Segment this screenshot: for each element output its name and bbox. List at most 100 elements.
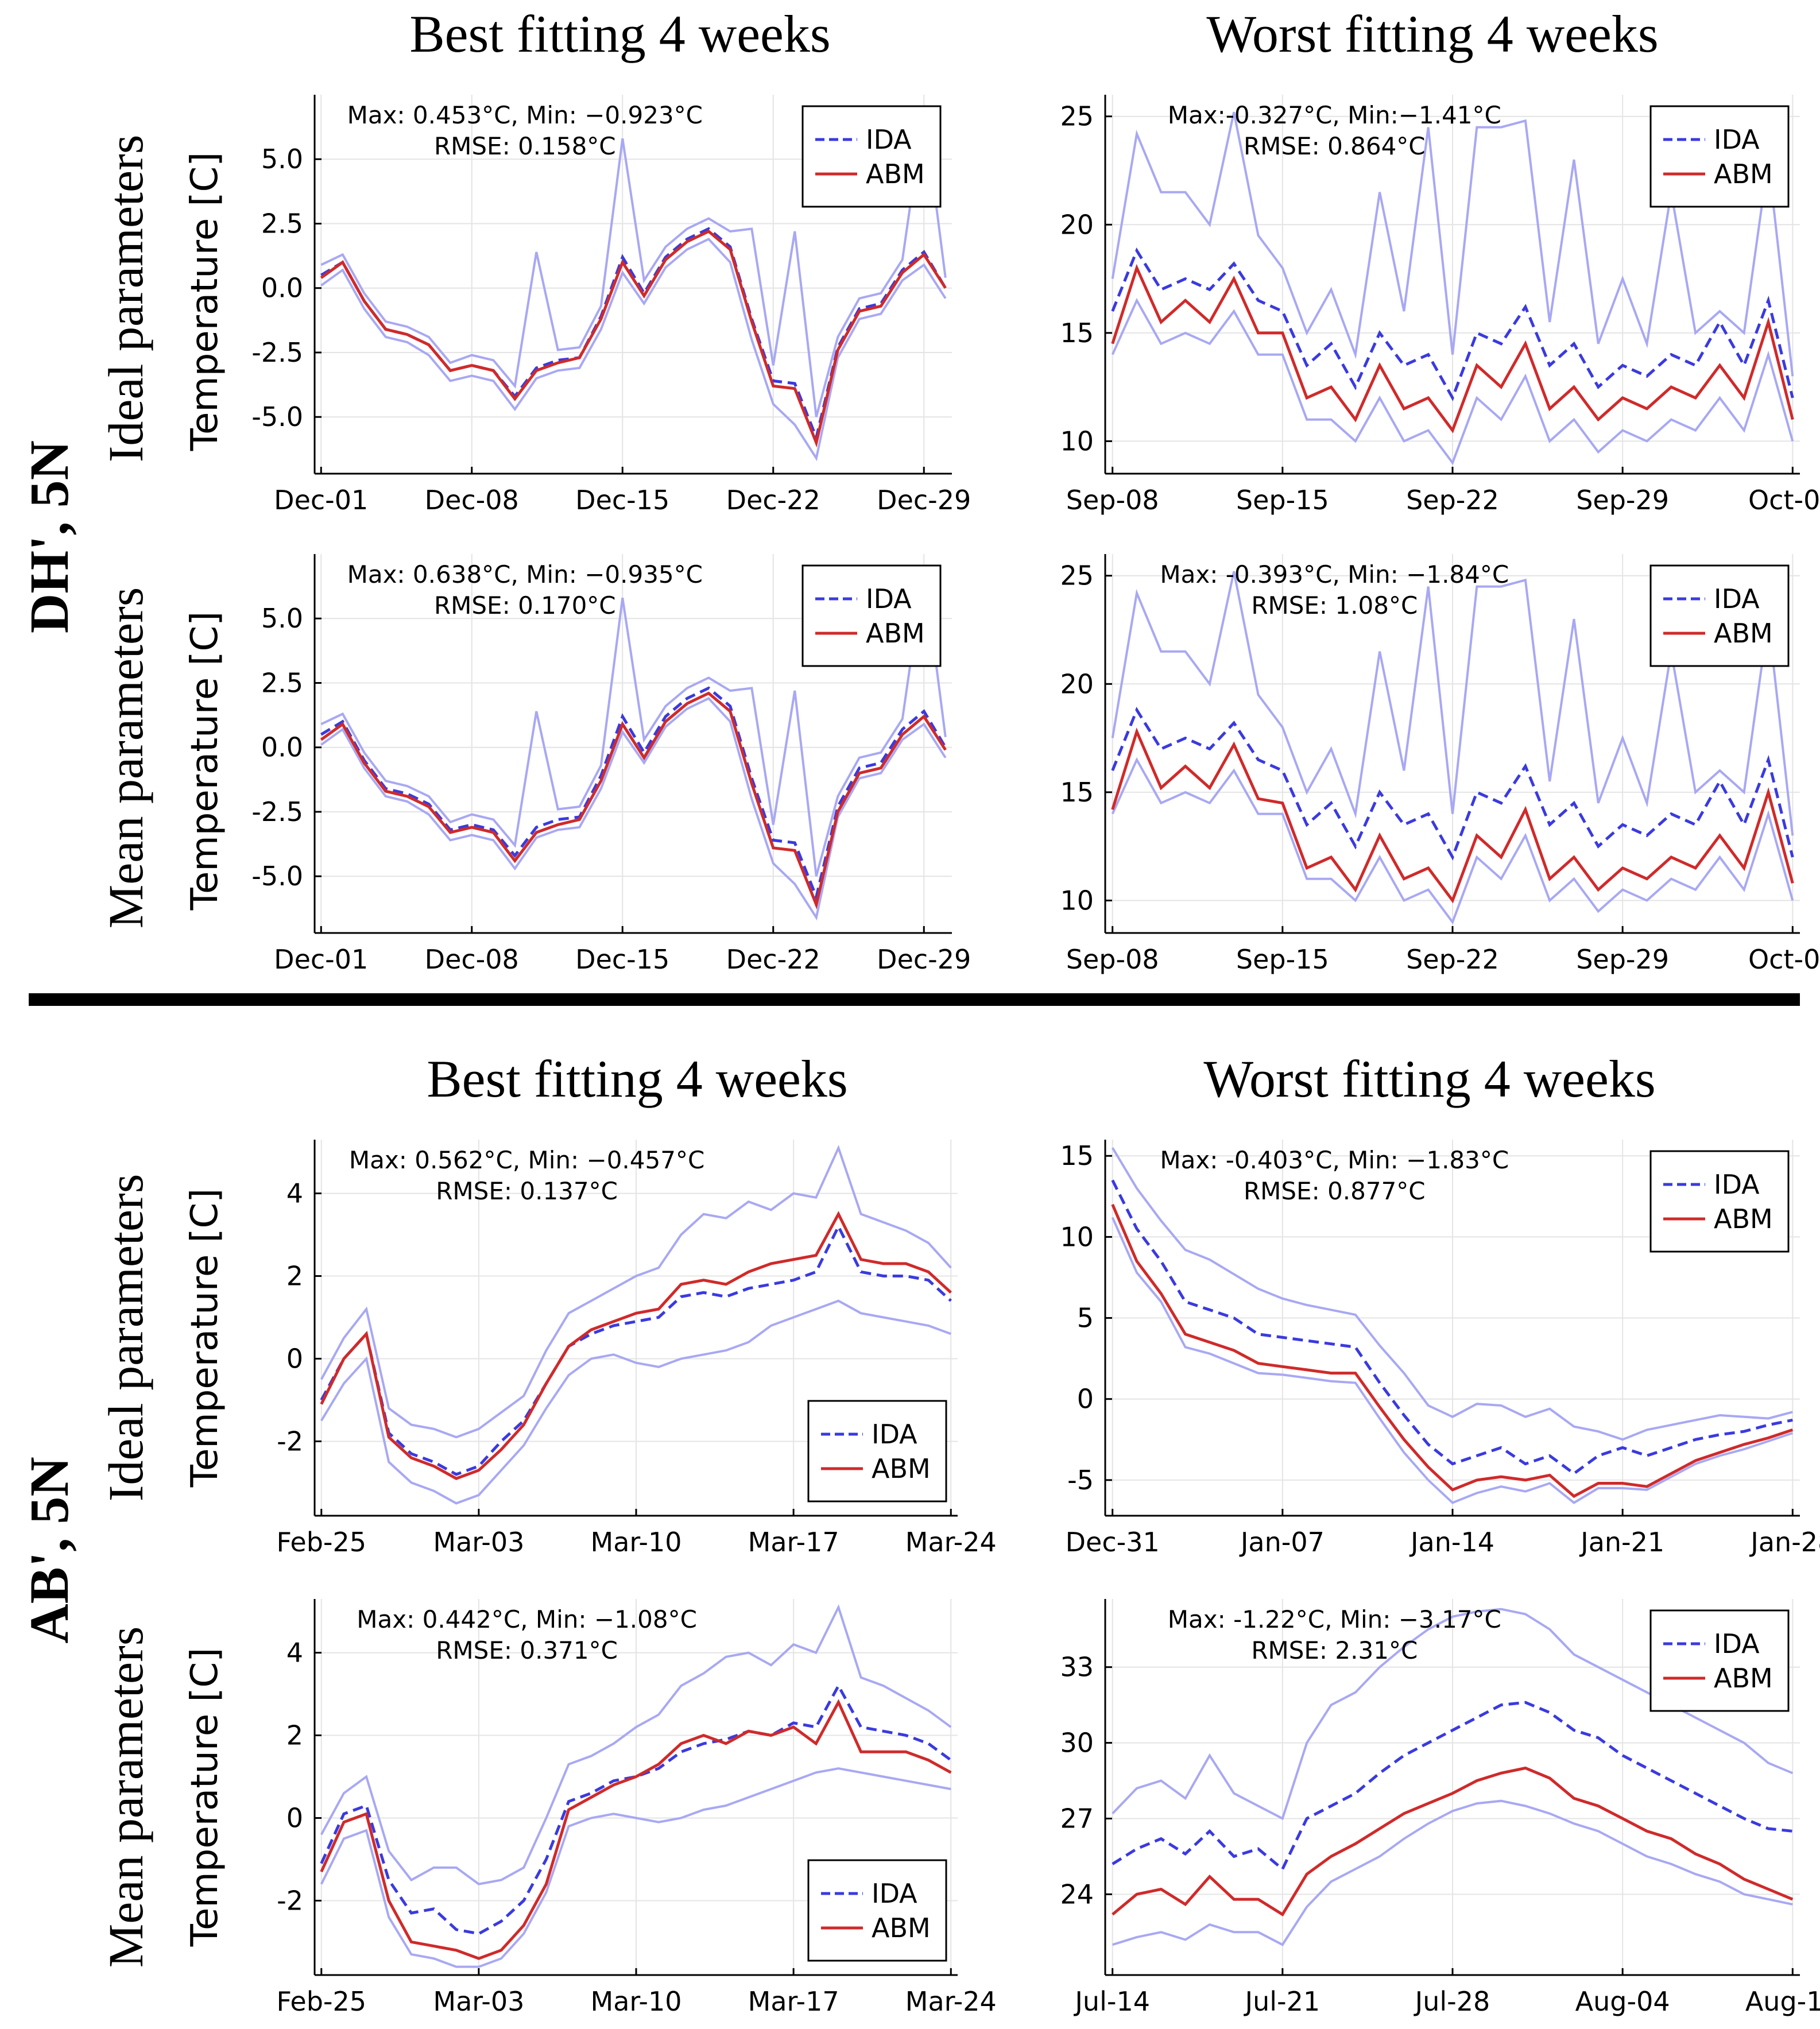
x-tick-label: Sep-22: [1406, 485, 1499, 516]
legend-abm-label: ABM: [1714, 618, 1773, 649]
x-tick-label: Dec-29: [877, 944, 971, 975]
x-tick-label: Jul-28: [1414, 1986, 1490, 2017]
legend-ida-label: IDA: [872, 1878, 917, 1909]
x-tick-label: Jan-28: [1749, 1527, 1820, 1558]
x-tick-label: Mar-10: [591, 1527, 682, 1558]
legend-abm-label: ABM: [866, 618, 925, 649]
col-title-worst-top: Worst fitting 4 weeks: [1206, 5, 1658, 63]
legend-box: [1649, 1609, 1790, 1712]
rmse-annotation: RMSE: 0.864°C: [1244, 132, 1426, 160]
stats-annotation: Max: 0.442°C, Min: −1.08°C: [357, 1605, 697, 1633]
y-axis-label-2: Temperature [C]: [184, 611, 226, 911]
stats-annotation: Max: -0.393°C, Min: −1.84°C: [1160, 560, 1509, 588]
series-ida-upper-line: [1111, 111, 1794, 377]
x-tick-label: Jul-21: [1244, 1986, 1321, 2017]
stats-annotation: Max: -1.22°C, Min: −3.17°C: [1168, 1605, 1501, 1633]
y-tick-label: -2.5: [251, 796, 303, 827]
series-abm-line: [1111, 727, 1794, 904]
series-ida-line: [1111, 1179, 1793, 1476]
legend-ida-label: IDA: [1714, 583, 1760, 614]
legend-abm-label: ABM: [1714, 1663, 1773, 1694]
x-tick-label: Feb-25: [276, 1527, 366, 1558]
legend-box: [1649, 1150, 1790, 1253]
legend-ida-label: IDA: [1714, 1169, 1760, 1200]
x-tick-label: Sep-29: [1576, 944, 1669, 975]
stats-annotation: Max: -0.403°C, Min: −1.83°C: [1160, 1146, 1509, 1174]
col-title-best-top: Best fitting 4 weeks: [409, 5, 830, 63]
y-tick-label: -2: [277, 1885, 303, 1916]
stats-annotation: Max: 0.638°C, Min: −0.935°C: [347, 560, 703, 588]
y-tick-label: -5.0: [251, 861, 303, 892]
legend-ida-label: IDA: [866, 124, 912, 155]
y-tick-label: 15: [1060, 317, 1094, 349]
series-ida-lower-line: [320, 237, 947, 462]
row-label-mean-top: Mean parameters: [98, 587, 153, 929]
series-abm-line: [1112, 1766, 1794, 1916]
series-ida-upper-line: [1111, 1147, 1793, 1441]
series-ida-upper-line: [320, 1604, 952, 1885]
stats-annotation: Max:-0.327°C, Min:−1.41°C: [1168, 101, 1501, 129]
series-ida-upper-line: [320, 1144, 952, 1439]
series-ida-upper-line: [320, 110, 947, 417]
series-ida-line: [320, 1223, 952, 1476]
rmse-annotation: RMSE: 0.877°C: [1244, 1177, 1426, 1205]
rmse-annotation: RMSE: 0.158°C: [434, 132, 616, 160]
x-tick-label: Sep-15: [1236, 944, 1329, 975]
x-tick-label: Sep-08: [1066, 944, 1159, 975]
y-tick-label: 0: [286, 1343, 303, 1374]
series-ida-upper-line: [320, 569, 947, 877]
x-tick-label: Oct-06: [1748, 944, 1820, 975]
y-tick-label: 15: [1060, 1140, 1094, 1171]
x-tick-label: Sep-29: [1576, 485, 1669, 516]
x-tick-label: Dec-15: [575, 944, 669, 975]
x-tick-label: Dec-01: [274, 485, 368, 516]
x-tick-label: Jan-21: [1579, 1527, 1664, 1558]
legend-box: [1649, 564, 1790, 667]
x-tick-label: Dec-15: [575, 485, 669, 516]
stats-annotation: Max: 0.562°C, Min: −0.457°C: [349, 1146, 704, 1174]
charts: Dec-01 Dec-08 Dec-15 Dec-22 Dec-29 5.0 2.5 0.0 -…: [251, 95, 1820, 2017]
y-tick-label: 2.5: [261, 667, 303, 698]
y-tick-label: 20: [1060, 209, 1094, 240]
series-ida-line: [1111, 706, 1794, 861]
y-tick-label: 25: [1060, 101, 1094, 132]
x-tick-label: Mar-10: [591, 1986, 682, 2017]
x-tick-label: Dec-22: [726, 485, 820, 516]
chart-8: Jul-14 Jul-21 Jul-28 Aug-04 Aug-11 33 30 27 24 Ma…: [1060, 1599, 1820, 2017]
series-ida-lower-line: [1112, 1799, 1793, 1946]
y-tick-label: -5.0: [251, 401, 303, 432]
series-ida-lower-line: [320, 696, 947, 921]
legend-box: [807, 1859, 947, 1962]
series-abm-line: [320, 1699, 952, 1960]
x-tick-label: Jul-14: [1073, 1986, 1150, 2017]
legend-abm-label: ABM: [1714, 1203, 1773, 1234]
rmse-annotation: RMSE: 0.137°C: [436, 1177, 618, 1205]
chart-5: Feb-25 Mar-03 Mar-10 Mar-17 Mar-24 4 2 0 -2 Max: …: [276, 1140, 997, 1558]
series-ida-upper-line: [1111, 571, 1794, 836]
x-tick-label: Mar-03: [433, 1986, 524, 2017]
y-tick-label: 24: [1060, 1879, 1094, 1910]
legend-abm-label: ABM: [1714, 158, 1773, 189]
legend-box: [801, 564, 942, 667]
series-ida-line: [1111, 247, 1794, 401]
series-abm-line: [320, 691, 947, 909]
y-tick-label: 33: [1060, 1652, 1094, 1683]
y-tick-label: 2: [286, 1261, 303, 1292]
y-tick-label: 25: [1060, 560, 1094, 591]
x-tick-label: Aug-04: [1575, 1986, 1670, 2017]
y-axis-label-1: Temperature [C]: [184, 152, 226, 451]
x-tick-label: Sep-15: [1236, 485, 1329, 516]
y-tick-label: 10: [1060, 1221, 1094, 1252]
y-tick-label: 4: [286, 1637, 303, 1668]
y-tick-label: 10: [1060, 425, 1094, 456]
y-tick-label: 15: [1060, 777, 1094, 808]
rmse-annotation: RMSE: 1.08°C: [1251, 591, 1418, 619]
col-title-best-bottom: Best fitting 4 weeks: [427, 1050, 847, 1108]
legend-ida-label: IDA: [872, 1419, 917, 1450]
x-tick-label: Dec-08: [425, 485, 519, 516]
y-tick-label: 27: [1060, 1803, 1094, 1834]
series-ida-line: [320, 686, 947, 902]
x-tick-label: Mar-24: [905, 1527, 997, 1558]
series-abm-line: [1111, 1203, 1794, 1498]
